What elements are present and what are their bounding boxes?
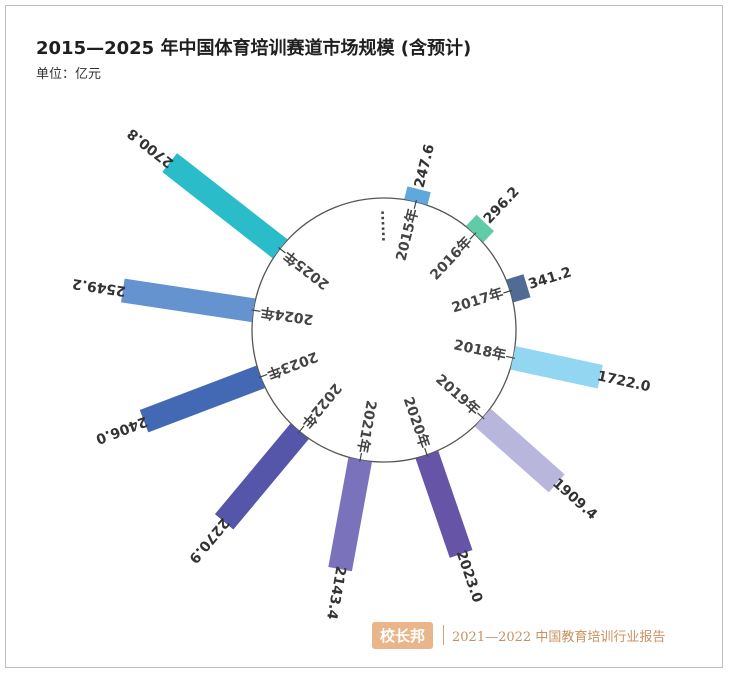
report-title: 2021—2022 中国教育培训行业报告 (452, 629, 666, 645)
tick-mark (278, 247, 286, 254)
value-label: 2270.9 (185, 514, 232, 566)
center-circle (251, 197, 517, 463)
bar (139, 365, 265, 433)
value-label: 247.6 (412, 143, 438, 190)
bar (121, 278, 256, 323)
category-label: 2019年 (432, 371, 483, 419)
value-label: 2549.2 (71, 275, 127, 299)
footer-divider (443, 625, 445, 645)
bar (404, 186, 431, 205)
gap-label: ...... (372, 210, 389, 242)
value-label: 2023.0 (453, 549, 486, 606)
bar (510, 346, 603, 389)
bar (214, 423, 309, 530)
value-label: 1909.4 (549, 475, 600, 523)
bar (415, 450, 473, 558)
chart-title: 2015—2025 年中国体育培训赛道市场规模 (含预计) (36, 38, 472, 59)
value-label: 1722.0 (596, 368, 652, 395)
unit-label: 单位：亿元 (36, 67, 102, 82)
bar (328, 457, 372, 572)
category-label: 2021年 (354, 399, 380, 454)
tick-mark (503, 289, 513, 294)
category-label: 2015年 (393, 207, 422, 263)
value-label: 2143.4 (323, 565, 349, 621)
bar (474, 408, 565, 493)
category-label: 2016年 (427, 233, 476, 283)
bar (162, 153, 288, 259)
tick-mark (413, 199, 417, 209)
category-label: 2024年 (260, 303, 315, 328)
value-label: 341.2 (526, 264, 573, 292)
tick-mark (477, 412, 485, 420)
tick-mark (506, 355, 516, 359)
category-label: 2020年 (400, 395, 433, 451)
tick-mark (424, 447, 429, 457)
category-label: 2023年 (265, 348, 321, 383)
value-label: 296.2 (481, 184, 523, 227)
value-label: 2700.8 (125, 125, 177, 171)
category-label: 2025年 (280, 247, 332, 293)
tick-mark (469, 232, 477, 240)
value-label: 2406.0 (93, 413, 149, 447)
category-label: 2022年 (298, 380, 345, 432)
tick-mark (297, 425, 305, 434)
tick-mark (359, 452, 363, 462)
category-label: 2018年 (452, 336, 507, 364)
category-label: 2017年 (450, 285, 506, 317)
bar (465, 214, 494, 243)
chart-frame (5, 5, 723, 668)
tick-mark (258, 373, 268, 379)
bar (506, 274, 531, 303)
footer: 校长邦 2021—2022 中国教育培训行业报告 (372, 620, 665, 650)
brand-logo: 校长邦 (372, 621, 434, 649)
tick-mark (251, 309, 261, 312)
